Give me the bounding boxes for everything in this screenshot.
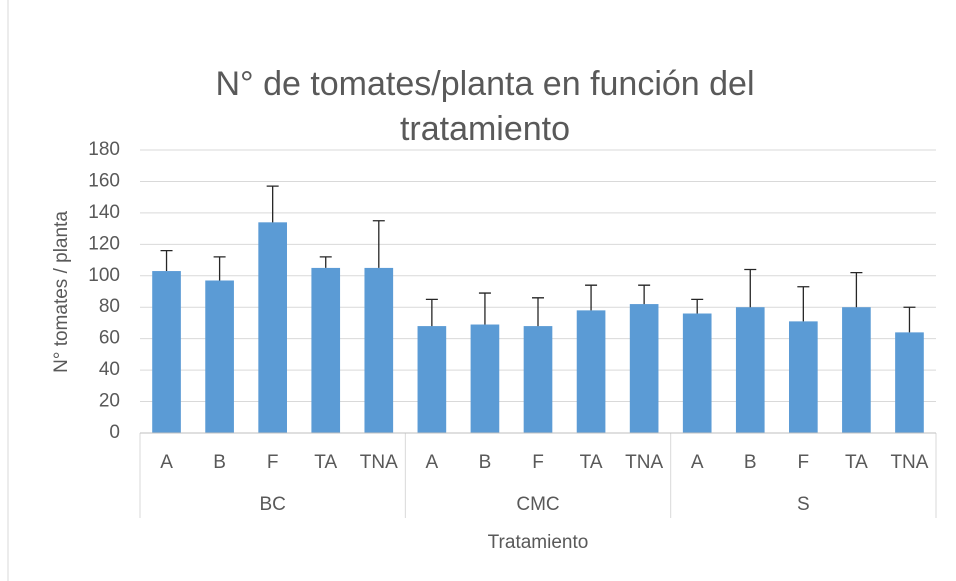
x-tick-label: A	[426, 452, 439, 473]
error-bar	[372, 220, 385, 268]
error-bar	[744, 268, 757, 308]
y-tick-label: 140	[88, 202, 120, 223]
x-tick-label: B	[744, 452, 757, 473]
error-bar	[638, 284, 651, 305]
bar	[258, 222, 287, 433]
x-tick-label: TA	[580, 452, 603, 473]
bar	[735, 307, 765, 433]
y-tick-label: 60	[99, 328, 120, 349]
bar	[682, 313, 712, 433]
x-tick-label: B	[213, 452, 226, 473]
error-bar	[850, 271, 863, 308]
y-tick-label: 40	[99, 359, 120, 380]
error-bar	[903, 306, 916, 333]
x-axis-title: Tratamiento	[488, 532, 589, 553]
bar	[895, 332, 924, 433]
error-bar	[213, 256, 226, 281]
bar	[576, 310, 606, 433]
bar	[205, 280, 234, 433]
chart-title: N° de tomates/planta en función del trat…	[215, 65, 755, 148]
y-tick-label: 180	[88, 139, 120, 160]
y-tick-label: 0	[109, 422, 120, 443]
x-tick-label: F	[532, 452, 544, 473]
x-tick-label: A	[691, 452, 704, 473]
bar	[629, 304, 659, 433]
error-bar	[585, 284, 598, 311]
group-label: CMC	[516, 494, 559, 515]
error-bar	[160, 249, 173, 272]
error-bar	[478, 292, 491, 325]
bar	[523, 326, 553, 433]
group-label: S	[797, 494, 810, 515]
x-tick-label: F	[267, 452, 279, 473]
x-tick-label: TNA	[360, 452, 398, 473]
bar	[311, 267, 341, 433]
bar	[417, 326, 447, 433]
x-tick-label: A	[160, 452, 173, 473]
x-tick-label: F	[798, 452, 810, 473]
error-bar	[797, 286, 810, 322]
x-tick-label: TNA	[625, 452, 663, 473]
y-tick-label: 80	[99, 296, 120, 317]
bar	[152, 271, 181, 433]
error-bar	[425, 298, 438, 327]
x-tick-label: TA	[314, 452, 337, 473]
error-bar	[266, 185, 279, 223]
y-tick-label: 120	[88, 233, 120, 254]
bar	[470, 324, 500, 433]
bar	[842, 307, 871, 433]
y-axis-title: N° tomates / planta	[51, 211, 72, 373]
x-tick-label: TNA	[890, 452, 928, 473]
error-bar	[319, 256, 332, 268]
bar	[364, 267, 394, 433]
y-tick-label: 160	[88, 170, 120, 191]
group-label: BC	[259, 494, 285, 515]
y-tick-label: 100	[88, 265, 120, 286]
bar	[789, 321, 818, 433]
error-bar	[691, 298, 704, 314]
x-tick-label: TA	[845, 452, 868, 473]
x-tick-label: B	[479, 452, 492, 473]
y-tick-label: 20	[99, 391, 120, 412]
error-bar	[532, 297, 544, 327]
